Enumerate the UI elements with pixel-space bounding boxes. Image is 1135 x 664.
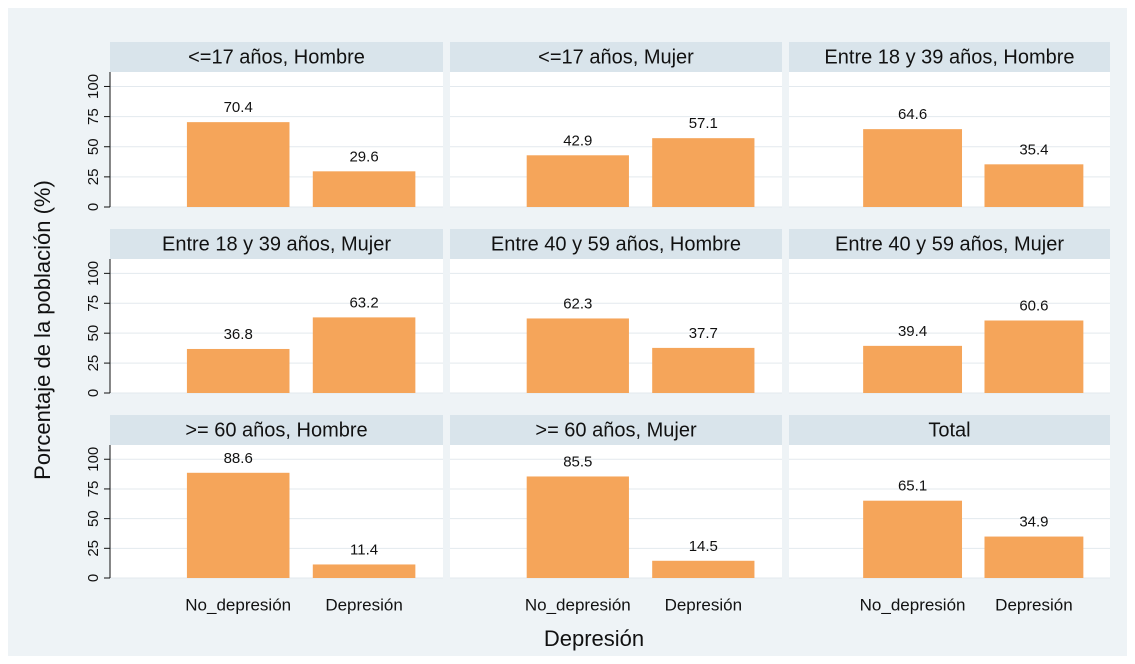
- y-tick-label: 0: [85, 574, 102, 582]
- value-label: 35.4: [1019, 141, 1048, 158]
- value-label: 39.4: [898, 323, 927, 340]
- bar: [186, 472, 290, 578]
- value-label: 63.2: [349, 294, 378, 311]
- value-label: 14.5: [689, 538, 718, 555]
- value-label: 60.6: [1019, 297, 1048, 314]
- bar: [652, 138, 755, 207]
- y-tick-label: 50: [85, 510, 102, 527]
- bar: [312, 171, 416, 207]
- value-label: 34.9: [1019, 514, 1048, 531]
- panel-title: Entre 40 y 59 años, Mujer: [835, 233, 1064, 255]
- bar: [984, 320, 1084, 393]
- panel-title: >= 60 años, Hombre: [185, 419, 367, 441]
- x-tick-label: No_depresión: [185, 595, 291, 614]
- panel-title: >= 60 años, Mujer: [535, 419, 697, 441]
- y-tick-label: 75: [85, 481, 102, 498]
- y-tick-label: 25: [85, 169, 102, 186]
- value-label: 57.1: [689, 115, 718, 132]
- panel-header: [789, 42, 1110, 72]
- bar: [863, 500, 963, 578]
- panel-header: [789, 229, 1110, 259]
- value-label: 36.8: [224, 326, 253, 343]
- panel-title: <=17 años, Mujer: [538, 46, 694, 68]
- panel-header: [450, 42, 782, 72]
- value-label: 65.1: [898, 478, 927, 495]
- bar: [526, 476, 629, 578]
- panel-title: Entre 40 y 59 años, Hombre: [491, 233, 741, 255]
- value-label: 37.7: [689, 325, 718, 342]
- x-tick-label: Depresión: [665, 595, 743, 614]
- y-tick-label: 50: [85, 325, 102, 342]
- bar: [186, 122, 290, 207]
- panel-title: <=17 años, Hombre: [188, 46, 365, 68]
- y-tick-label: 100: [85, 261, 102, 286]
- bar: [863, 345, 963, 393]
- panel-header: [450, 229, 782, 259]
- panel-header: [450, 415, 782, 445]
- y-tick-label: 0: [85, 203, 102, 211]
- y-tick-label: 100: [85, 447, 102, 472]
- x-tick-label: No_depresión: [525, 595, 631, 614]
- panel-header: [110, 42, 443, 72]
- y-tick-label: 75: [85, 295, 102, 312]
- bar: [652, 560, 755, 578]
- bar: [652, 347, 755, 393]
- x-tick-label: No_depresión: [860, 595, 966, 614]
- x-tick-label: Depresión: [325, 595, 403, 614]
- value-label: 85.5: [563, 453, 592, 470]
- bar: [984, 164, 1084, 207]
- value-label: 70.4: [224, 99, 253, 116]
- bar: [526, 318, 629, 393]
- x-axis-label: Depresión: [544, 626, 644, 651]
- value-label: 62.3: [563, 295, 592, 312]
- panel-header: [110, 415, 443, 445]
- panel-title: Entre 18 y 39 años, Mujer: [162, 233, 391, 255]
- y-tick-label: 25: [85, 540, 102, 557]
- value-label: 11.4: [350, 541, 378, 558]
- value-label: 42.9: [563, 132, 592, 149]
- bar: [312, 317, 416, 393]
- panel-title: Entre 18 y 39 años, Hombre: [824, 46, 1074, 68]
- bar: [186, 348, 290, 393]
- value-label: 29.6: [349, 148, 378, 165]
- y-tick-label: 100: [85, 74, 102, 99]
- y-axis-label: Porcentaje de la población (%): [30, 180, 55, 480]
- bar: [526, 155, 629, 207]
- bar: [984, 536, 1084, 578]
- x-tick-label: Depresión: [995, 595, 1073, 614]
- value-label: 88.6: [224, 450, 253, 467]
- y-tick-label: 75: [85, 108, 102, 125]
- y-tick-label: 0: [85, 389, 102, 397]
- bar: [863, 129, 963, 207]
- value-label: 64.6: [898, 106, 927, 123]
- panel-header: [789, 415, 1110, 445]
- y-tick-label: 50: [85, 138, 102, 155]
- y-tick-label: 25: [85, 355, 102, 372]
- panel-header: [110, 229, 443, 259]
- bar: [312, 564, 416, 578]
- panel-title: Total: [928, 419, 970, 441]
